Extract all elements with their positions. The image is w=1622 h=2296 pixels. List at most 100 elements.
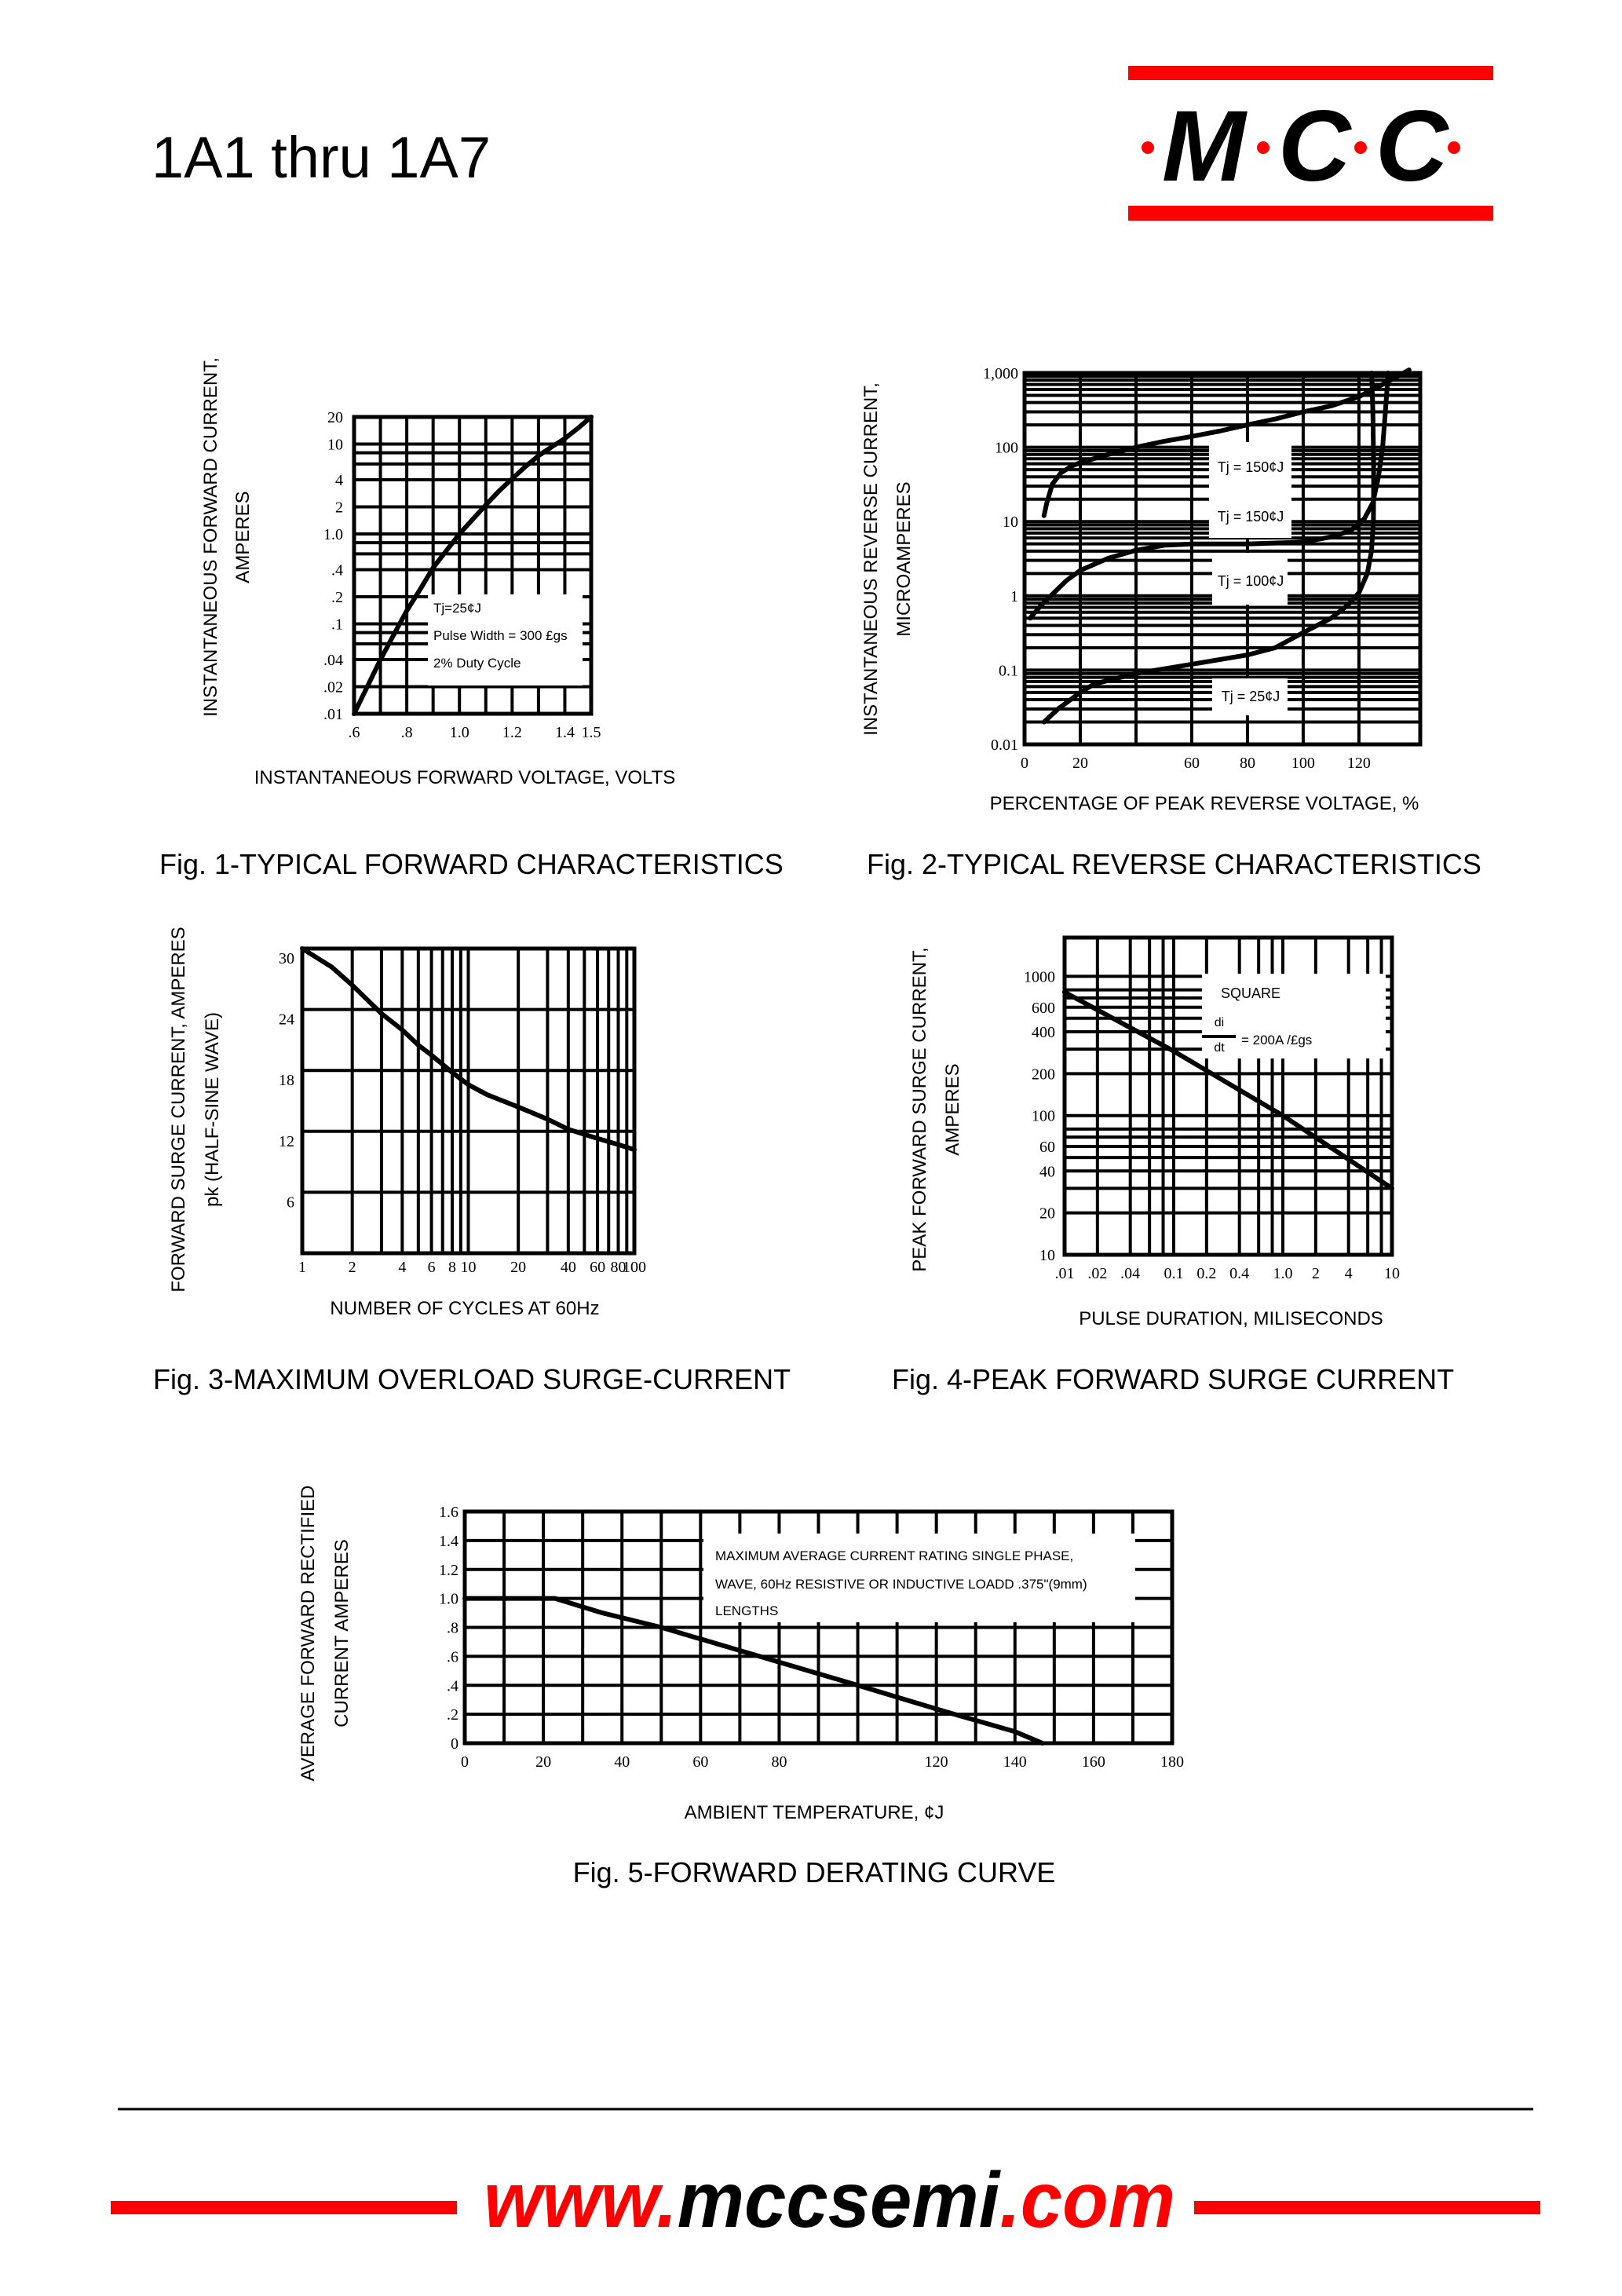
figure-caption: Fig. 3-MAXIMUM OVERLOAD SURGE-CURRENT xyxy=(153,1363,791,1395)
x-tick-label: 0.2 xyxy=(1196,1265,1216,1282)
x-tick-label: .8 xyxy=(401,724,413,741)
y-tick-label: 1.2 xyxy=(439,1562,458,1579)
y-axis-label: AVERAGE FORWARD RECTIFIED xyxy=(298,1486,319,1782)
legend-box xyxy=(1209,442,1291,538)
series-curve-1 xyxy=(1041,367,1412,518)
x-tick-label: 0 xyxy=(1021,755,1028,772)
y-tick-label: 10 xyxy=(1039,1247,1055,1264)
y-tick-label: .1 xyxy=(331,616,343,633)
chart-annotation: WAVE, 60Hz RESISTIVE OR INDUCTIVE LOADD … xyxy=(715,1577,1087,1592)
x-tick-label: 1.2 xyxy=(502,724,522,741)
x-tick-label: 100 xyxy=(623,1259,646,1276)
x-tick-label: 20 xyxy=(535,1753,551,1771)
x-axis-label: NUMBER OF CYCLES AT 60Hz xyxy=(330,1298,599,1319)
figure-5: 0 20 40 60 80 120 140 160 180 1.6 1.4 1.2 1.0 .8 .6 .4.… xyxy=(298,1486,1184,1888)
x-tick-label: 100 xyxy=(1291,755,1315,772)
figure-caption: Fig. 4-PEAK FORWARD SURGE CURRENT xyxy=(892,1363,1454,1395)
y-tick-label: .8 xyxy=(447,1620,458,1637)
series-curve-3 xyxy=(1041,371,1376,725)
y-axis-label: AMPERES xyxy=(942,1063,963,1155)
x-tick-label: .6 xyxy=(349,724,360,741)
y-tick-label: 400 xyxy=(1032,1024,1055,1041)
charts: .6 .8 1.0 1.2 1.4 1.5 20 10 4 2 1.0 .4 .2 .1 .04 .02 .01… xyxy=(153,357,1481,1888)
x-tick-label: 4 xyxy=(1345,1265,1353,1282)
y-tick-label: 1.0 xyxy=(323,526,343,543)
y-axis-label: INSTANTANEOUS FORWARD CURRENT, xyxy=(200,357,221,717)
footer-url-name: mccsemi xyxy=(678,2156,1002,2244)
y-axis-label: PEAK FORWARD SURGE CURRENT, xyxy=(909,947,930,1271)
y-tick-label: 1,000 xyxy=(983,365,1018,382)
x-tick-label: 120 xyxy=(1347,755,1371,772)
x-tick-label: 40 xyxy=(561,1259,576,1276)
x-tick-label: 180 xyxy=(1160,1753,1184,1771)
x-tick-label: .01 xyxy=(1055,1265,1075,1282)
footer-url-suffix: .com xyxy=(999,2156,1175,2244)
y-axis-label: INSTANTANEOUS REVERSE CURRENT, xyxy=(860,382,882,736)
y-tick-label: 1.0 xyxy=(439,1591,458,1608)
y-tick-label: 10 xyxy=(327,436,343,453)
y-tick-label: .04 xyxy=(323,652,343,669)
figure-caption: Fig. 5-FORWARD DERATING CURVE xyxy=(573,1856,1056,1888)
x-tick-label: 10 xyxy=(461,1259,477,1276)
x-tick-label: 40 xyxy=(614,1753,630,1771)
x-tick-label: 60 xyxy=(1184,755,1200,772)
series-curve-1 xyxy=(352,415,594,716)
page-title: 1A1 thru 1A7 xyxy=(152,125,491,190)
x-tick-label: 1.0 xyxy=(450,724,469,741)
y-tick-label: 0.1 xyxy=(999,662,1018,679)
chart-annotation: Tj = 100¢J xyxy=(1218,573,1284,589)
series-curve-2 xyxy=(1028,371,1391,621)
chart-annotation: MAXIMUM AVERAGE CURRENT RATING SINGLE PH… xyxy=(715,1548,1073,1563)
y-tick-label: .2 xyxy=(447,1706,458,1724)
legend-box xyxy=(703,1534,1135,1622)
chart-annotation: LENGTHS xyxy=(715,1603,778,1618)
y-axis-label: pk (HALF-SINE WAVE) xyxy=(202,1012,223,1207)
figure-caption: Fig. 2-TYPICAL REVERSE CHARACTERISTICS xyxy=(867,848,1481,880)
x-tick-label: 0.1 xyxy=(1164,1265,1184,1282)
logo-letter-c: C xyxy=(1278,90,1352,203)
y-axis-label: AMPERES xyxy=(232,491,254,583)
x-tick-label: 1.5 xyxy=(582,724,601,741)
series-curve-1 xyxy=(300,946,637,1153)
logo-dot xyxy=(1448,141,1460,154)
x-tick-label: .02 xyxy=(1087,1265,1107,1282)
x-axis-label: PERCENTAGE OF PEAK REVERSE VOLTAGE, % xyxy=(990,793,1419,814)
x-tick-label: 20 xyxy=(1072,755,1088,772)
x-tick-label: 80 xyxy=(611,1259,627,1276)
y-axis-label: CURRENT AMPERES xyxy=(331,1539,353,1727)
x-tick-label: 80 xyxy=(771,1753,787,1771)
logo-dot xyxy=(1142,141,1154,154)
figure-1: .6 .8 1.0 1.2 1.4 1.5 20 10 4 2 1.0 .4 .2 .1 .04 .02 .01… xyxy=(159,357,784,880)
chart-annotation: Pulse Width = 300 £gs xyxy=(433,628,568,643)
chart-annotation: Tj=25¢J xyxy=(433,601,481,616)
y-axis-label: MICROAMPERES xyxy=(893,481,915,636)
y-tick-label: 18 xyxy=(279,1072,294,1089)
y-tick-label: 1000 xyxy=(1024,968,1055,985)
x-tick-label: 80 xyxy=(1240,755,1255,772)
x-tick-label: 2 xyxy=(349,1259,356,1276)
footer-left-bar xyxy=(111,2201,457,2214)
plot-frame xyxy=(1062,935,1394,1257)
y-axis-label: FORWARD SURGE CURRENT, AMPERES xyxy=(168,927,189,1292)
y-tick-label: 12 xyxy=(279,1133,294,1150)
footer-url-prefix: www. xyxy=(484,2156,678,2244)
chart-annotation: Tj = 150¢J xyxy=(1218,459,1284,475)
y-tick-label: 100 xyxy=(1032,1108,1055,1125)
x-tick-label: 0.4 xyxy=(1229,1265,1249,1282)
x-tick-label: 1.0 xyxy=(1273,1265,1293,1282)
y-tick-label: 1.4 xyxy=(439,1533,458,1550)
y-tick-label: .02 xyxy=(323,679,343,696)
y-tick-label: .4 xyxy=(331,562,343,579)
legend-box xyxy=(1212,678,1288,715)
footer-website-link[interactable]: www.mccsemi.com xyxy=(484,2156,1175,2244)
x-axis-label: PULSE DURATION, MILISECONDS xyxy=(1079,1308,1383,1329)
x-tick-label: .04 xyxy=(1120,1265,1140,1282)
y-tick-label: 0.01 xyxy=(991,737,1018,754)
logo-letter-m: M xyxy=(1162,90,1248,203)
y-tick-label: 60 xyxy=(1039,1139,1055,1156)
y-tick-label: 20 xyxy=(1039,1205,1055,1223)
x-tick-label: 10 xyxy=(1384,1265,1400,1282)
legend-box xyxy=(1202,974,1386,1058)
chart-annotation: Tj = 150¢J xyxy=(1218,509,1284,525)
